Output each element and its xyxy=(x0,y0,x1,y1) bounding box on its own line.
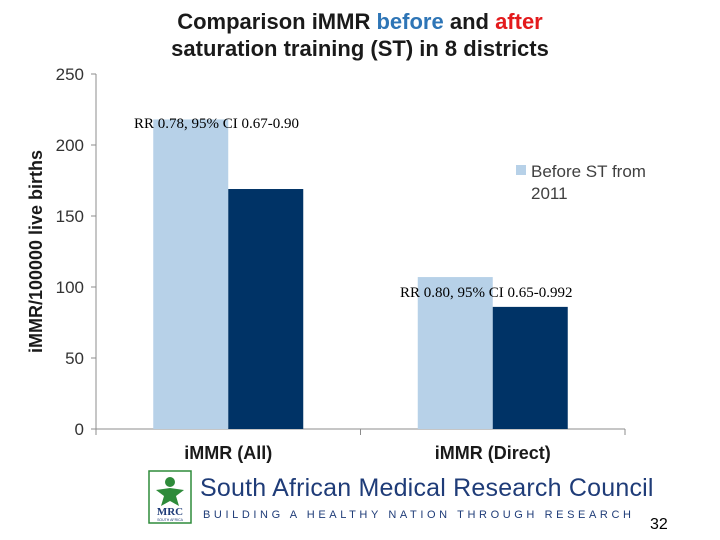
bar-after-2 xyxy=(492,306,568,429)
y-axis-label: iMMR/100000 live births xyxy=(26,150,46,353)
bar-before-2 xyxy=(417,277,493,429)
bar-before-1 xyxy=(153,119,229,429)
org-name: South African Medical Research Council xyxy=(200,474,654,502)
legend-swatch-before xyxy=(516,165,526,175)
page-number: 32 xyxy=(650,516,668,533)
y-tick-label: 50 xyxy=(65,349,84,368)
bar-after-1 xyxy=(228,189,304,429)
legend-label-before-line2: 2011 xyxy=(531,184,568,203)
y-tick-label: 100 xyxy=(56,278,84,297)
y-tick-label: 250 xyxy=(56,65,84,84)
logo-figure-body xyxy=(156,488,184,506)
bar-chart: 0 50 100 150 200 250 iMMR (All) iMMR (Direct) iM… xyxy=(26,65,646,463)
annotation-label: RR 0.78, 95% CI 0.67-0.90 xyxy=(134,116,299,132)
logo-figure-head xyxy=(165,477,175,487)
mrc-logo: MRC SOUTH AFRICA xyxy=(148,470,192,524)
chart-title: Comparison iMMR before and after saturat… xyxy=(0,8,720,62)
x-category-label: iMMR (All) xyxy=(184,443,272,463)
title-after: after xyxy=(495,9,543,34)
legend-label-before-line1: Before ST from xyxy=(531,162,646,181)
x-category-label: iMMR (Direct) xyxy=(435,443,551,463)
logo-subtext: SOUTH AFRICA xyxy=(157,518,184,522)
y-tick-label: 150 xyxy=(56,207,84,226)
y-tick-label: 200 xyxy=(56,136,84,155)
org-tagline: BUILDING A HEALTHY NATION THROUGH RESEAR… xyxy=(203,509,635,521)
title-and: and xyxy=(443,9,496,34)
logo-frame xyxy=(148,470,192,524)
logo-text: MRC xyxy=(157,506,183,518)
annotation-label: RR 0.80, 95% CI 0.65-0.992 xyxy=(400,285,573,301)
title-part1: Comparison iMMR xyxy=(177,9,377,34)
y-tick-label: 0 xyxy=(75,420,84,439)
title-line2: saturation training (ST) in 8 districts xyxy=(171,36,549,61)
title-before: before xyxy=(376,9,444,34)
